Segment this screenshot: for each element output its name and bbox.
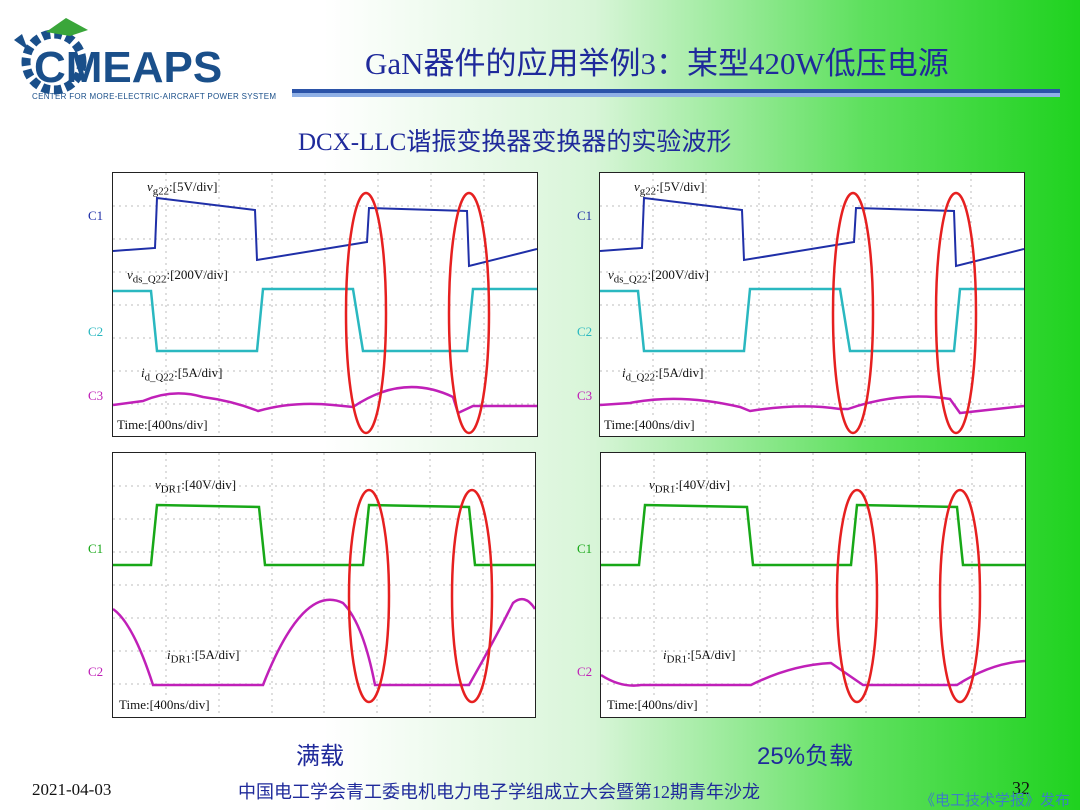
highlight-ellipse-2 <box>934 191 978 435</box>
trace-vg22 <box>600 196 1024 268</box>
channel-c1-marker: C1 <box>577 541 593 556</box>
scope-bottom-right-traces <box>601 453 1025 717</box>
channel-c3-marker: C3 <box>88 388 104 403</box>
label-vdr1: vDR1:[40V/div] <box>155 477 237 496</box>
scope-grid <box>601 453 1025 717</box>
time-scale: Time:[400ns/div] <box>602 417 697 433</box>
channel-c2-marker: C2 <box>577 324 593 339</box>
label-vg22: vg22:[5V/div] <box>634 179 705 198</box>
footer-date: 2021-04-03 <box>32 780 112 799</box>
channel-c1-marker: C1 <box>577 208 593 223</box>
cmeaps-logo: CMEAPS <box>14 18 222 95</box>
condition-25-percent-load: 25%负载 <box>757 743 854 770</box>
footer-event: 中国电工学会青工委电机电力电子学组成立大会暨第12期青年沙龙 <box>238 782 760 802</box>
label-vds-q22: vds_Q22:[200V/div] <box>608 267 709 286</box>
label-id-q22: id_Q22:[5A/div] <box>622 365 704 384</box>
channel-c2-marker: C2 <box>577 664 593 679</box>
scope-top-right: vg22:[5V/div] vds_Q22:[200V/div] id_Q22:… <box>599 172 1025 437</box>
slide-title: GaN器件的应用举例3：某型420W低压电源 <box>365 46 949 81</box>
label-vds-q22: vds_Q22:[200V/div] <box>127 267 228 286</box>
trace-vds-q22 <box>113 287 537 353</box>
highlight-ellipse-2 <box>450 488 494 704</box>
scope-bottom-left-traces <box>113 453 535 717</box>
trace-idr1 <box>113 597 535 687</box>
label-vdr1: vDR1:[40V/div] <box>649 477 731 496</box>
trace-id-q22 <box>113 385 537 415</box>
logo-text: CMEAPS <box>34 43 222 92</box>
highlight-ellipse-1 <box>831 191 875 435</box>
channel-c1-marker: C1 <box>88 208 104 223</box>
title-underline-bar <box>292 89 1060 97</box>
highlight-ellipse-2 <box>447 191 491 435</box>
trace-id-q22 <box>600 395 1024 415</box>
publisher-watermark: 《电工技术学报》发布 <box>920 792 1071 809</box>
slide-subtitle: DCX-LLC谐振变换器变换器的实验波形 <box>298 129 732 156</box>
highlight-ellipse-2 <box>938 488 982 704</box>
trace-vg22 <box>113 196 537 268</box>
scope-bottom-right: vDR1:[40V/div] iDR1:[5A/div] Time:[400ns… <box>600 452 1026 718</box>
trace-vdr1 <box>601 503 1025 567</box>
scope-top-right-traces <box>600 173 1024 436</box>
logo-caption: CENTER FOR MORE-ELECTRIC-AIRCRAFT POWER … <box>32 92 277 101</box>
page-number: 32 <box>1012 778 1030 798</box>
scope-grid <box>600 173 1024 436</box>
channel-c2-marker: C2 <box>88 324 104 339</box>
channel-c3-marker: C3 <box>577 388 593 403</box>
highlight-ellipse-1 <box>344 191 388 435</box>
label-idr1: iDR1:[5A/div] <box>167 647 240 666</box>
scope-bottom-left: vDR1:[40V/div] iDR1:[5A/div] Time:[400ns… <box>112 452 536 718</box>
condition-full-load: 满载 <box>296 744 344 770</box>
channel-c1-marker: C1 <box>88 541 104 556</box>
channel-c2-marker: C2 <box>88 664 104 679</box>
logo-gear-icon <box>14 18 88 95</box>
scope-top-left: vg22:[5V/div] vds_Q22:[200V/div] id_Q22:… <box>112 172 538 437</box>
scope-grid <box>113 173 537 436</box>
time-scale: Time:[400ns/div] <box>605 697 700 713</box>
highlight-ellipse-1 <box>835 488 879 704</box>
label-id-q22: id_Q22:[5A/div] <box>141 365 223 384</box>
time-scale: Time:[400ns/div] <box>115 417 210 433</box>
scope-top-left-traces <box>113 173 537 436</box>
highlight-ellipse-1 <box>347 488 391 704</box>
scope-grid <box>113 453 535 717</box>
time-scale: Time:[400ns/div] <box>117 697 212 713</box>
trace-vds-q22 <box>600 287 1024 353</box>
trace-vdr1 <box>113 503 535 567</box>
trace-idr1 <box>601 659 1025 687</box>
label-idr1: iDR1:[5A/div] <box>663 647 736 666</box>
label-vg22: vg22:[5V/div] <box>147 179 218 198</box>
